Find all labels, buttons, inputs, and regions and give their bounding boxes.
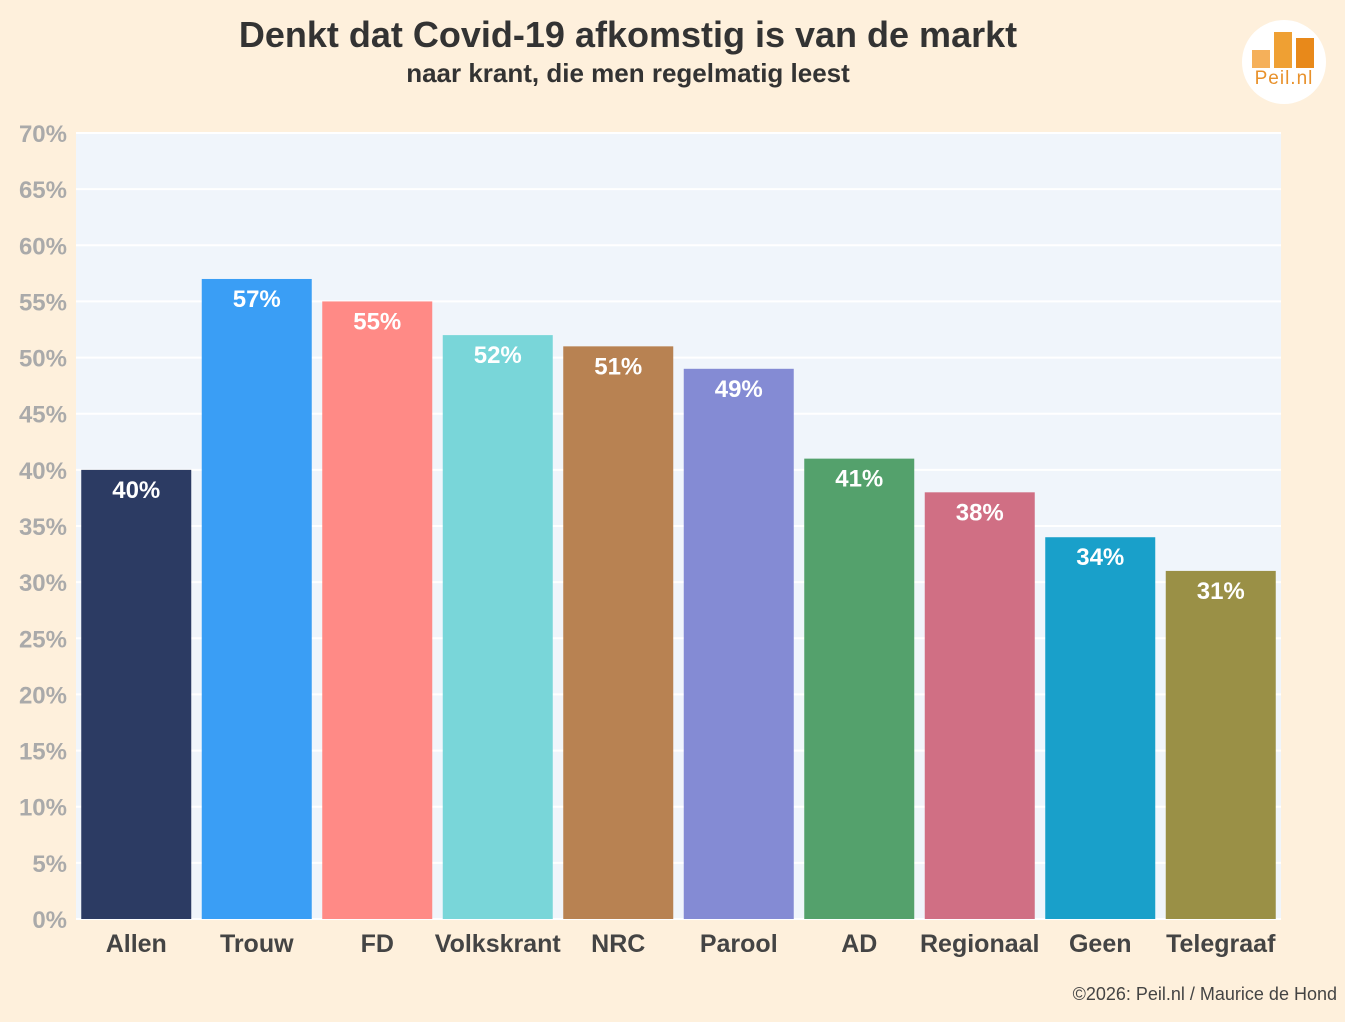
bar-value-label: 49% [715,376,763,403]
bar [81,469,192,919]
bar [563,346,674,919]
bar-value-label: 52% [474,342,522,369]
y-tick-label: 70% [19,121,67,148]
bar [1165,570,1276,919]
chart-title: Denkt dat Covid-19 afkomstig is van de m… [238,14,1018,55]
x-category-label: Telegraaf [1166,930,1276,958]
x-category-label: FD [361,930,394,958]
bar-value-label: 57% [233,286,281,313]
x-category-label: AD [841,930,877,958]
x-category-label: Parool [700,930,778,958]
y-tick-label: 10% [19,795,67,822]
x-category-label: Trouw [220,930,294,958]
x-category-label: Volkskrant [435,930,562,958]
bar-value-label: 41% [835,466,883,493]
bar [322,301,433,919]
copyright-credit: ©2026: Peil.nl / Maurice de Hond [1072,984,1337,1004]
y-tick-label: 45% [19,402,67,429]
peil-logo: Peil.nl [1242,20,1326,104]
bar [683,368,794,919]
bar-value-label: 40% [112,477,160,504]
bar [804,458,915,919]
x-category-label: Regionaal [920,930,1039,958]
x-category-label: NRC [591,930,645,958]
bar-value-label: 55% [353,308,401,335]
y-tick-label: 50% [19,346,67,373]
bar-value-label: 34% [1076,544,1124,571]
y-tick-label: 5% [32,851,67,878]
bar [924,492,1035,919]
y-tick-label: 60% [19,233,67,260]
bar-value-label: 51% [594,353,642,380]
x-category-label: Geen [1069,930,1132,958]
bar [442,335,553,920]
bar [201,278,312,919]
bar-value-label: 38% [956,499,1004,526]
bar-value-label: 31% [1197,578,1245,605]
logo-bars-icon [1252,32,1316,68]
logo-bar-large [1274,32,1292,68]
y-tick-label: 20% [19,682,67,709]
y-tick-label: 25% [19,626,67,653]
y-tick-label: 30% [19,570,67,597]
chart-subtitle: naar krant, die men regelmatig leest [406,58,850,88]
y-tick-label: 0% [32,907,67,934]
logo-bar-small [1252,50,1270,68]
y-tick-label: 55% [19,289,67,316]
bar [1045,537,1156,919]
logo-text: Peil.nl [1254,68,1314,89]
logo-bar-medium [1296,38,1314,68]
y-tick-label: 40% [19,458,67,485]
y-tick-label: 65% [19,177,67,204]
x-category-label: Allen [106,930,167,958]
y-tick-label: 15% [19,739,67,766]
y-tick-label: 35% [19,514,67,541]
